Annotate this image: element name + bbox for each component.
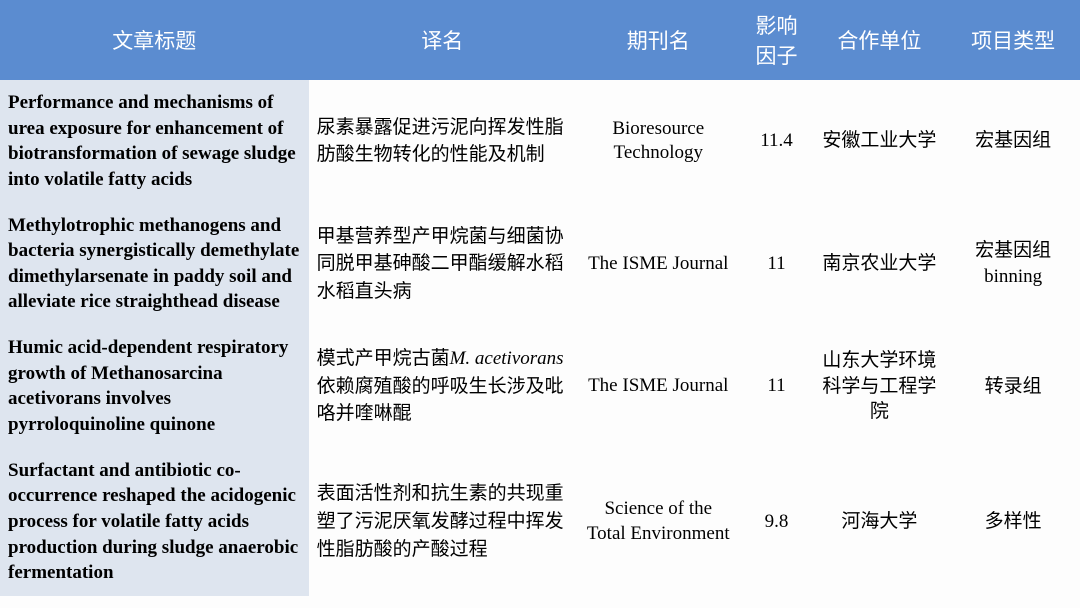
- cell-trans: 模式产甲烷古菌M. acetivorans依赖腐殖酸的呼吸生长涉及吡咯并喹啉醌: [309, 325, 576, 448]
- cell-coop: 南京农业大学: [813, 203, 947, 326]
- cell-journal: Science of the Total Environment: [576, 448, 741, 596]
- header-if: 影响因子: [741, 0, 813, 80]
- cell-type: 转录组: [946, 325, 1080, 448]
- cell-if: 11: [741, 325, 813, 448]
- header-trans: 译名: [309, 0, 576, 80]
- header-row: 文章标题 译名 期刊名 影响因子 合作单位 项目类型: [0, 0, 1080, 80]
- cell-coop: 安徽工业大学: [813, 80, 947, 203]
- cell-coop: 山东大学环境科学与工程学院: [813, 325, 947, 448]
- cell-title: Performance and mechanisms of urea expos…: [0, 80, 309, 203]
- cell-type: 宏基因组binning: [946, 203, 1080, 326]
- table-row: Humic acid-dependent respiratory growth …: [0, 325, 1080, 448]
- cell-if: 9.8: [741, 448, 813, 596]
- table-row: Performance and mechanisms of urea expos…: [0, 80, 1080, 203]
- cell-title: Methylotrophic methanogens and bacteria …: [0, 203, 309, 326]
- cell-trans: 甲基营养型产甲烷菌与细菌协同脱甲基砷酸二甲酯缓解水稻水稻直头病: [309, 203, 576, 326]
- cell-title: Surfactant and antibiotic co-occurrence …: [0, 448, 309, 596]
- header-journal: 期刊名: [576, 0, 741, 80]
- cell-if: 11: [741, 203, 813, 326]
- cell-if: 11.4: [741, 80, 813, 203]
- cell-trans: 尿素暴露促进污泥向挥发性脂肪酸生物转化的性能及机制: [309, 80, 576, 203]
- cell-type: 多样性: [946, 448, 1080, 596]
- article-table: 文章标题 译名 期刊名 影响因子 合作单位 项目类型 Performance a…: [0, 0, 1080, 596]
- table-row: Surfactant and antibiotic co-occurrence …: [0, 448, 1080, 596]
- header-coop: 合作单位: [813, 0, 947, 80]
- header-title: 文章标题: [0, 0, 309, 80]
- cell-journal: The ISME Journal: [576, 325, 741, 448]
- cell-trans: 表面活性剂和抗生素的共现重塑了污泥厌氧发酵过程中挥发性脂肪酸的产酸过程: [309, 448, 576, 596]
- cell-coop: 河海大学: [813, 448, 947, 596]
- header-type: 项目类型: [946, 0, 1080, 80]
- cell-journal: Bioresource Technology: [576, 80, 741, 203]
- table-row: Methylotrophic methanogens and bacteria …: [0, 203, 1080, 326]
- cell-journal: The ISME Journal: [576, 203, 741, 326]
- cell-type: 宏基因组: [946, 80, 1080, 203]
- cell-title: Humic acid-dependent respiratory growth …: [0, 325, 309, 448]
